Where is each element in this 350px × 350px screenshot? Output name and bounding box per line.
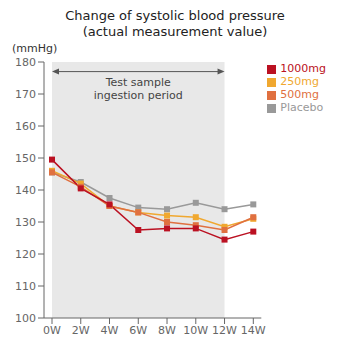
html-text:Placebo: Placebo	[280, 101, 324, 114]
svg-text:110: 110	[15, 280, 36, 293]
svg-text:150: 150	[15, 152, 36, 165]
svg-text:8W: 8W	[158, 324, 176, 337]
svg-text:Test sampleingestion period: Test sampleingestion period	[94, 76, 183, 102]
html-text:500mg: 500mg	[280, 88, 319, 101]
html-text:250mg: 250mg	[280, 75, 319, 88]
svg-text:100: 100	[15, 312, 36, 325]
svg-text:12W: 12W	[212, 324, 237, 337]
html-text:Change of systolic blood press: Change of systolic blood pressure	[65, 8, 285, 23]
svg-text:170: 170	[15, 88, 36, 101]
svg-text:2W: 2W	[72, 324, 90, 337]
svg-text:130: 130	[15, 216, 36, 229]
svg-text:6W: 6W	[129, 324, 147, 337]
svg-text:14W: 14W	[241, 324, 266, 337]
svg-text:4W: 4W	[101, 324, 119, 337]
html-text:(actual measurement value): (actual measurement value)	[82, 24, 268, 39]
svg-text:180: 180	[15, 56, 36, 69]
svg-text:140: 140	[15, 184, 36, 197]
svg-text:120: 120	[15, 248, 36, 261]
svg-text:10W: 10W	[183, 324, 208, 337]
svg-text:160: 160	[15, 120, 36, 133]
html-text:1000mg: 1000mg	[280, 62, 326, 75]
html-text:(mmHg): (mmHg)	[12, 42, 58, 55]
svg-text:0W: 0W	[43, 324, 61, 337]
